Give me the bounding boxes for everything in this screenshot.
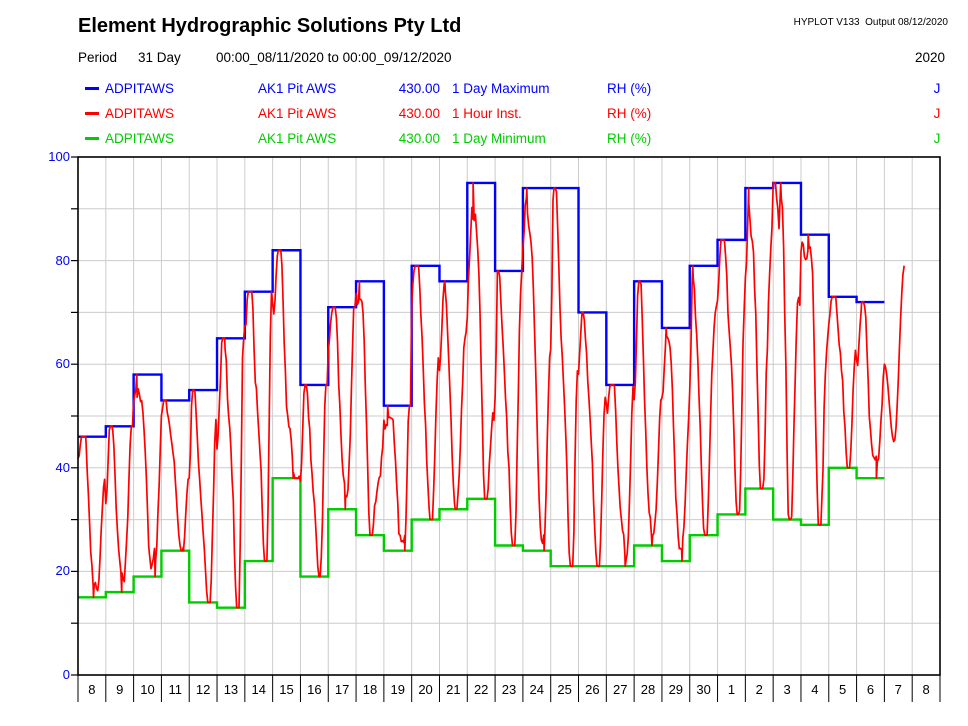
legend-line-swatch-min-icon bbox=[85, 137, 99, 140]
legend-quality-flag: J bbox=[933, 131, 941, 146]
x-axis-day-label: 10 bbox=[140, 682, 155, 697]
x-axis-day-label: 28 bbox=[640, 682, 656, 697]
legend-quality-flag: J bbox=[933, 81, 941, 96]
x-axis-day-label: 30 bbox=[696, 682, 711, 697]
legend-unit: RH (%) bbox=[607, 131, 652, 146]
x-axis-day-label: 13 bbox=[223, 682, 239, 697]
legend-statistic: 1 Day Maximum bbox=[452, 81, 550, 96]
x-axis-day-label: 18 bbox=[362, 682, 378, 697]
legend-station-name: AK1 Pit AWS bbox=[258, 81, 337, 96]
y-axis-tick-label: 100 bbox=[48, 149, 70, 164]
x-axis-day-label: 15 bbox=[279, 682, 294, 697]
x-axis-day-label: 2 bbox=[755, 682, 763, 697]
legend-site-code: ADPITAWS bbox=[105, 131, 175, 146]
y-axis-tick-label: 0 bbox=[62, 667, 70, 682]
legend-row-max: ADPITAWS AK1 Pit AWS 430.00 1 Day Maximu… bbox=[0, 81, 968, 97]
x-axis-day-label: 9 bbox=[116, 682, 124, 697]
x-axis-day-label: 20 bbox=[418, 682, 433, 697]
x-axis-day-label: 16 bbox=[307, 682, 322, 697]
x-axis-day-label: 23 bbox=[501, 682, 517, 697]
period-year: 2020 bbox=[914, 50, 945, 65]
y-axis-tick-label: 20 bbox=[55, 563, 70, 579]
x-axis-day-label: 26 bbox=[585, 682, 600, 697]
x-axis-day-label: 11 bbox=[168, 682, 183, 697]
x-axis-day-label: 14 bbox=[251, 682, 266, 697]
series-step-line bbox=[78, 466, 885, 609]
x-axis-day-label: 19 bbox=[390, 682, 405, 697]
x-axis-day-label: 25 bbox=[557, 682, 572, 697]
page-title: Element Hydrographic Solutions Pty Ltd bbox=[78, 15, 462, 37]
y-axis-tick-label: 40 bbox=[55, 459, 70, 475]
x-axis-day-label: 27 bbox=[612, 682, 628, 697]
period-label: Period bbox=[78, 50, 118, 65]
x-axis-day-label: 4 bbox=[811, 682, 819, 697]
series-hourly-line bbox=[77, 182, 906, 609]
period-length: 31 Day bbox=[138, 50, 181, 65]
x-axis-day-label: 1 bbox=[727, 682, 736, 697]
legend-station-name: AK1 Pit AWS bbox=[258, 106, 337, 121]
legend-site-code: ADPITAWS bbox=[105, 81, 175, 96]
legend-statistic: 1 Hour Inst. bbox=[452, 106, 522, 121]
y-axis-tick-label: 80 bbox=[55, 252, 70, 268]
legend-statistic: 1 Day Minimum bbox=[452, 131, 546, 146]
x-axis-day-label: 12 bbox=[195, 682, 211, 697]
x-axis-day-label: 17 bbox=[334, 682, 350, 697]
x-axis-day-label: 7 bbox=[894, 682, 902, 697]
x-axis-day-label: 8 bbox=[922, 682, 930, 697]
hyplot-version-stamp: HYPLOT V133 Output 08/12/2020 bbox=[793, 17, 948, 28]
period-range: 00:00_08/11/2020 to 00:00_09/12/2020 bbox=[216, 50, 452, 65]
legend-line-swatch-max-icon bbox=[85, 87, 99, 90]
x-axis-day-label: 24 bbox=[529, 682, 545, 697]
x-axis-day-label: 6 bbox=[866, 682, 875, 697]
legend-row-inst: ADPITAWS AK1 Pit AWS 430.00 1 Hour Inst.… bbox=[0, 106, 968, 122]
x-axis-day-label: 29 bbox=[668, 682, 684, 697]
legend-variable-number: 430.00 bbox=[398, 131, 440, 146]
legend-station-name: AK1 Pit AWS bbox=[258, 131, 337, 146]
x-axis-day-label: 5 bbox=[839, 682, 847, 697]
legend-variable-number: 430.00 bbox=[398, 106, 440, 121]
legend-quality-flag: J bbox=[933, 106, 941, 121]
x-axis-day-label: 22 bbox=[473, 682, 489, 697]
x-axis-day-label: 8 bbox=[88, 682, 96, 697]
legend-site-code: ADPITAWS bbox=[105, 106, 175, 121]
legend-unit: RH (%) bbox=[607, 81, 652, 96]
x-axis-day-label: 3 bbox=[783, 682, 791, 697]
legend-variable-number: 430.00 bbox=[398, 81, 440, 96]
legend-row-min: ADPITAWS AK1 Pit AWS 430.00 1 Day Minimu… bbox=[0, 131, 968, 147]
x-axis-day-label: 21 bbox=[446, 682, 461, 697]
legend-unit: RH (%) bbox=[607, 106, 652, 121]
legend-line-swatch-inst-icon bbox=[85, 112, 99, 115]
y-axis-tick-label: 60 bbox=[55, 356, 70, 372]
series-step-line bbox=[78, 181, 885, 438]
